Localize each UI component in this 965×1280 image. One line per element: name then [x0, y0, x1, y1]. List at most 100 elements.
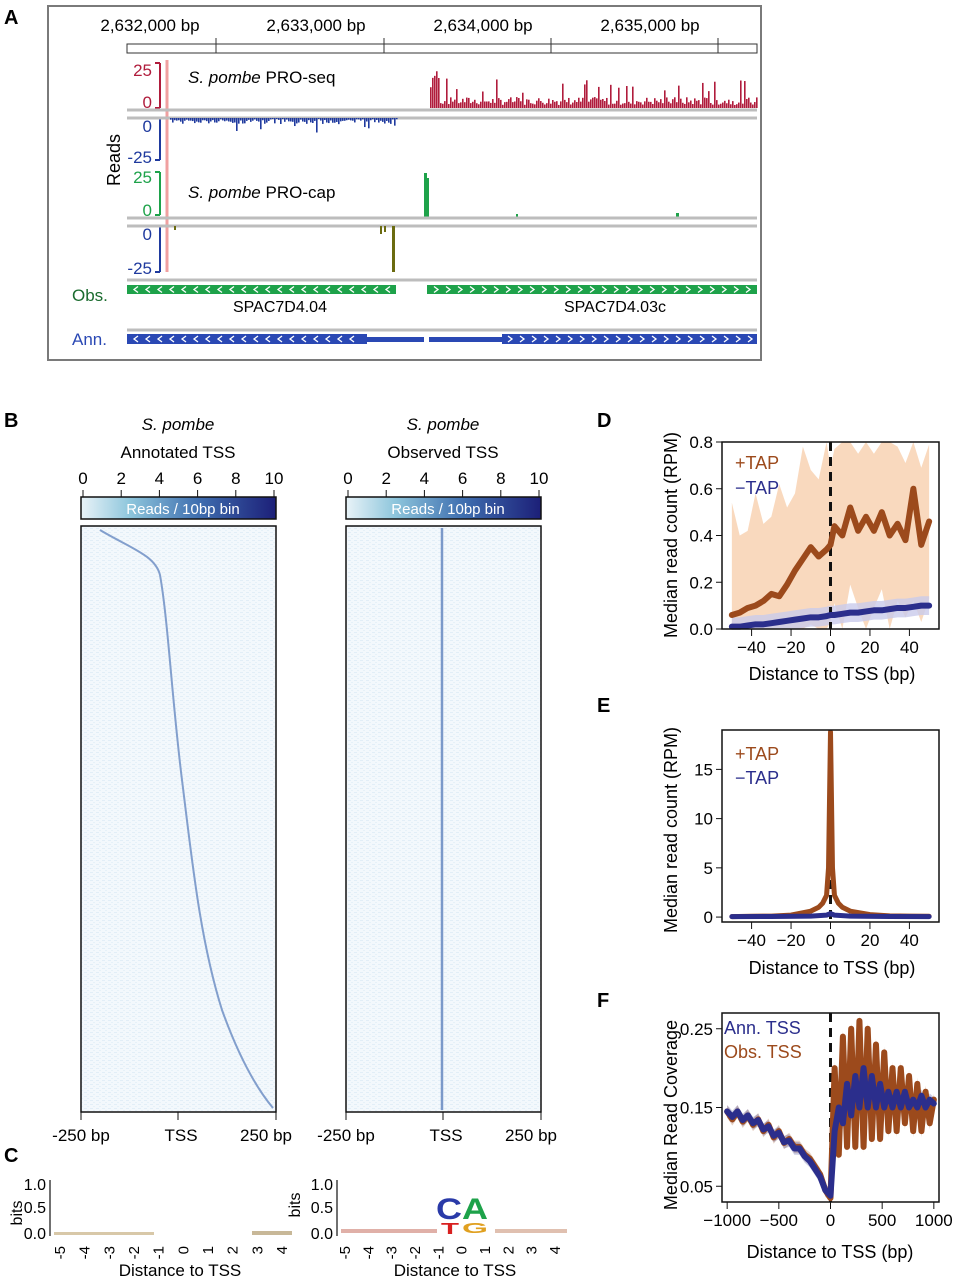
ann-arrow-left [132, 335, 139, 343]
proseq-minus-bar [240, 118, 242, 121]
panel-letter-d: D [597, 410, 611, 432]
proseq-minus-bar [220, 118, 222, 120]
proseq-plus-bar [724, 100, 726, 108]
proseq-minus-bar [302, 118, 304, 122]
ann-arrows [132, 335, 754, 343]
proseq-plus-bar [494, 102, 496, 108]
proseq-plus-bar [656, 100, 658, 108]
colorbar-tick-label: 10 [265, 469, 284, 488]
proseq-plus-bar [576, 101, 578, 108]
proseq-minus-bar [270, 118, 272, 120]
proseq-minus-bar [278, 118, 280, 120]
proseq-plus-bar [608, 104, 610, 108]
panel-letter-b: B [4, 410, 18, 432]
proseq-minus-bar [266, 118, 268, 123]
obs-arrow-left [384, 285, 391, 294]
x-tick-label: 40 [900, 931, 919, 950]
proseq-minus-bar [188, 118, 190, 121]
obs-gene-track [127, 285, 757, 294]
proseq-plus-bar [706, 98, 708, 108]
proseq-minus-bar [342, 118, 344, 121]
obs-arrow-left [288, 285, 295, 294]
proseq-minus-bar [388, 118, 390, 123]
proseq-plus-bar [606, 97, 608, 108]
proseq-minus-bar [176, 118, 178, 121]
obs-arrow-right [709, 285, 716, 294]
y-tick-label: 5 [704, 859, 713, 878]
y-tick-label: 15 [694, 760, 713, 779]
ann-arrow-right [675, 335, 682, 343]
logo-xtick-label: 1 [477, 1246, 494, 1254]
colorbar-tick-label: 4 [155, 469, 164, 488]
proseq-minus-bar [290, 118, 292, 122]
obs-arrow-left [276, 285, 283, 294]
proseq-plus-tick-0: 0 [143, 93, 152, 112]
proseq-plus-bar [694, 98, 696, 108]
logo-left-ylabel: bits [9, 1201, 26, 1226]
proseq-minus-bar [244, 118, 246, 124]
proseq-minus-bar [234, 118, 236, 123]
proseq-minus-bar [284, 118, 286, 122]
proseq-minus-bar [224, 118, 226, 122]
gene-label-right: SPAC7D4.03c [564, 299, 666, 316]
proseq-minus-bar [390, 118, 392, 124]
proseq-plus-bar [668, 101, 670, 108]
obs-arrow-left [156, 285, 163, 294]
proseq-minus-bar [384, 118, 386, 124]
proseq-plus-bar [670, 103, 672, 108]
heatmap-left-tss-curve [99, 529, 274, 1109]
chart-e-xlabel: Distance to TSS (bp) [749, 958, 916, 978]
procap-plus-tick-25: 25 [133, 168, 152, 187]
ann-arrow-right [639, 335, 646, 343]
proseq-minus-bar [320, 118, 322, 121]
colorbar-tick-label: 0 [343, 469, 352, 488]
proseq-minus-bar [256, 118, 258, 121]
chart-e-ylabel: Median read count (RPM) [661, 727, 681, 933]
proseq-plus-bar [754, 102, 756, 108]
proseq-plus-bar [574, 100, 576, 108]
proseq-plus-bar [708, 91, 710, 108]
ann-arrow-right [663, 335, 670, 343]
obs-arrow-right [457, 285, 464, 294]
obs-arrow-left [204, 285, 211, 294]
procap-minus-tick-0: 0 [143, 225, 152, 244]
proseq-plus-bar [600, 99, 602, 108]
obs-arrow-right [589, 285, 596, 294]
colorbar-tick-label: 4 [420, 469, 429, 488]
logo-xtick-label: -4 [77, 1246, 94, 1259]
proseq-minus-bar [262, 118, 264, 121]
proseq-plus-bar [666, 97, 668, 108]
proseq-plus-bar [568, 97, 570, 108]
proseq-minus-bar [170, 118, 172, 120]
heatmap-right [345, 525, 542, 1113]
y-tick-label: 0 [704, 908, 713, 927]
proseq-minus-bar [296, 118, 298, 124]
proseq-plus-bar [598, 86, 600, 108]
proseq-plus-bar [566, 102, 568, 108]
proseq-minus-bar [292, 118, 294, 122]
proseq-minus-bar [248, 118, 250, 120]
ann-arrow-right [555, 335, 562, 343]
proseq-minus-bar [254, 118, 256, 120]
proseq-plus-bar [442, 103, 444, 108]
procap-minus-tick-m25: -25 [127, 259, 152, 278]
logo-left-letters [252, 1231, 292, 1235]
proseq-minus-bar [334, 118, 336, 123]
obs-gene-left [127, 285, 396, 294]
ann-arrow-left [312, 335, 319, 343]
colorbar-tick-label: 0 [78, 469, 87, 488]
x-tick-label: −20 [777, 931, 806, 950]
obs-arrow-right [529, 285, 536, 294]
y-tick-label: 0.25 [680, 1020, 713, 1039]
proseq-plus-bar [520, 101, 522, 108]
proseq-minus-bar [246, 118, 248, 121]
proseq-minus-bar [236, 118, 238, 131]
chart-f-legend-ann: Ann. TSS [724, 1018, 801, 1038]
obs-arrow-right [721, 285, 728, 294]
ann-arrow-right [615, 335, 622, 343]
panel-a: A 2,632,000 bp 2,633,000 bp 2,634,000 bp… [4, 5, 762, 361]
ann-arrow-left [264, 335, 271, 343]
proseq-plus-bar [684, 103, 686, 108]
proseq-plus-bar [734, 104, 736, 108]
colorbar-left-label: Reads / 10bp bin [126, 501, 239, 518]
